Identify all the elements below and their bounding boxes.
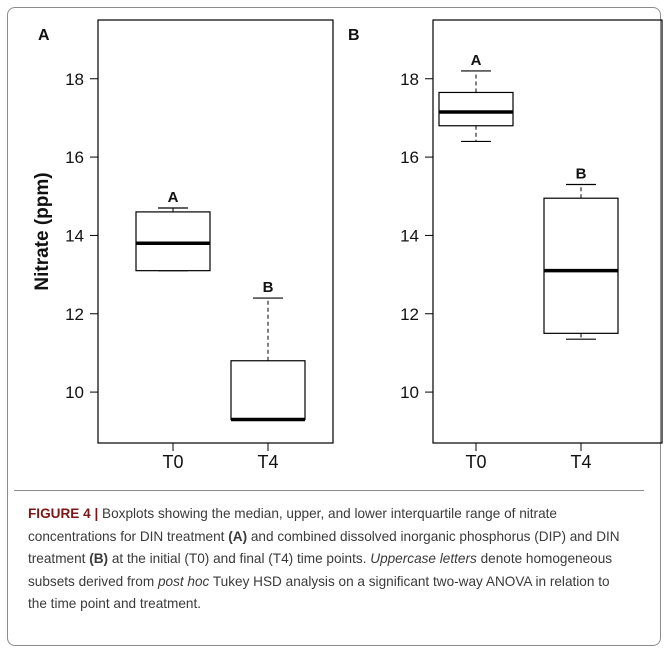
caption-text-4: denote homogeneous subsets derived from (28, 551, 613, 589)
caption-text-2: and combined dissolved inorganic phospho… (28, 528, 620, 567)
caption-italic-2: post hoc (157, 573, 210, 589)
caption-label: FIGURE 4 | (28, 506, 99, 521)
panel-b-plot-border (432, 19, 663, 444)
panel-a-ytick-label: 18 (65, 70, 84, 89)
panel-b-xtick-label: T0 (465, 452, 486, 472)
panel-a-group-letter: A (168, 189, 179, 206)
caption-ref-b: (B) (89, 551, 109, 566)
panel-b-label: B (348, 27, 360, 44)
panel-a-group-letter: B (263, 279, 274, 296)
panel-b-xtick-label: T4 (570, 452, 591, 472)
caption-text-1: Boxplots showing the median, upper, and … (28, 506, 557, 544)
panel-a-label: A (38, 27, 50, 44)
figure-caption: FIGURE 4 | Boxplots showing the median, … (14, 490, 644, 630)
panel-a-ylabel: Nitrate (ppm) (32, 172, 53, 290)
caption-text-3: at the initial (T0) and final (T4) time … (108, 551, 371, 566)
caption-italic-1: Uppercase letters (370, 551, 477, 566)
panel-b-ytick-label: 18 (400, 70, 419, 89)
panel-a-plot-border (97, 19, 334, 444)
panel-b-group-letter: A (471, 52, 482, 69)
panel-b-ytick-label: 12 (400, 305, 419, 324)
panel-a-box-t0 (135, 211, 211, 272)
panel-b-ytick-label: 14 (400, 226, 419, 245)
panel-a-ytick-label: 16 (65, 148, 84, 167)
panel-a-ytick-label: 12 (65, 305, 84, 324)
figure-svg: A 10 12 14 16 18 Nitrate (ppm) T0 T4 A B B 10 12 14 16 1… (32, 19, 663, 472)
panel-b-ytick-label: 16 (400, 148, 419, 167)
panel-b-group-letter: B (576, 166, 587, 183)
panel-b-box-t0 (438, 91, 514, 127)
panel-a-ytick-label: 10 (65, 383, 84, 402)
caption-ref-a: (A) (228, 528, 248, 544)
panel-a-xtick-label: T0 (162, 452, 183, 472)
panel-b-box-t4 (543, 197, 619, 334)
panel-a-box-t4 (230, 360, 306, 421)
panel-a-ytick-label: 14 (65, 226, 84, 245)
panel-b-ytick-label: 10 (400, 383, 419, 402)
caption-text-5: Tukey HSD analysis on a significant two-… (28, 573, 610, 612)
panel-a-xtick-label: T4 (257, 452, 278, 472)
